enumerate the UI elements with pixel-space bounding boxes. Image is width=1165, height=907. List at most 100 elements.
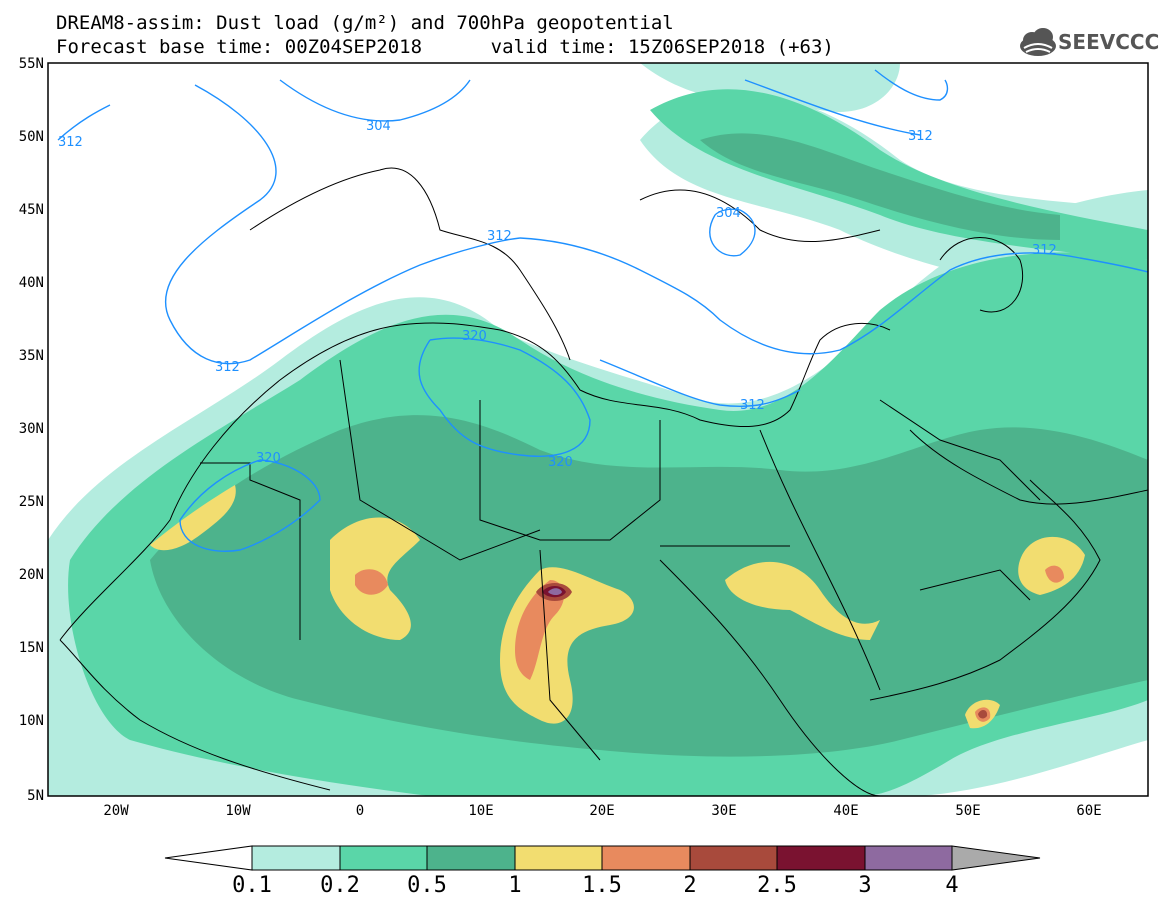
dust-level-1 (725, 561, 880, 640)
seevccc-logo (1020, 28, 1056, 56)
contour-312 (164, 84, 521, 365)
border-path (879, 399, 1041, 501)
lat-label: 15N (19, 640, 44, 656)
lon-label: 50E (955, 803, 980, 819)
contour-312 (599, 359, 801, 408)
lat-label: 55N (19, 56, 44, 72)
dust-level-1.5 (355, 569, 388, 595)
colorbar-right-arrow (951, 845, 1041, 871)
border-path (919, 569, 1031, 601)
lon-label: 60E (1076, 803, 1101, 819)
lat-label: 35N (19, 348, 44, 364)
geopotential-contours (57, 69, 1148, 552)
coastline-path (759, 429, 881, 691)
coastline-path (659, 559, 881, 796)
dust-level-1.5 (1045, 565, 1064, 583)
contour-label: 312 (58, 135, 83, 150)
dust-load-fields (48, 63, 1148, 796)
contour-304 (279, 79, 471, 122)
lon-label: 0 (356, 803, 364, 819)
contour-label: 320 (548, 455, 573, 470)
contour-label: 320 (462, 329, 487, 344)
colorbar-label: 3 (858, 873, 871, 898)
colorbar-segment (864, 845, 953, 871)
colorbar-labels: 0.1 0.2 0.5 1 1.5 2 2.5 3 4 (232, 873, 959, 898)
colorbar-segment (601, 845, 691, 871)
colorbar-segment (339, 845, 428, 871)
lat-label: 10N (19, 713, 44, 729)
cloud-icon (1020, 28, 1056, 56)
colorbar-label: 1 (508, 873, 521, 898)
colorbar-segment (251, 845, 341, 871)
colorbar-left-arrow (164, 845, 253, 871)
logo-text: SEEVCCC (1058, 30, 1160, 54)
lat-label: 5N (27, 788, 44, 804)
page-title-line-1: DREAM8-assim: Dust load (g/m²) and 700hP… (56, 12, 674, 34)
colorbar-segment (426, 845, 516, 871)
page-title-line-2: Forecast base time: 00Z04SEP2018 valid t… (56, 36, 834, 58)
colorbar (164, 845, 1041, 871)
colorbar-label: 2.5 (757, 873, 797, 898)
contour-312 (874, 69, 949, 101)
contour-312 (744, 79, 921, 136)
colorbar-label: 4 (945, 873, 958, 898)
coastline-path (249, 167, 571, 361)
contour-label: 304 (366, 119, 391, 134)
border-path (539, 549, 601, 761)
dust-level-1.5 (515, 580, 565, 680)
lat-label: 50N (19, 129, 44, 145)
contour-label: 312 (487, 229, 512, 244)
lat-label: 25N (19, 494, 44, 510)
dust-level-1 (150, 485, 236, 551)
coastline-path (59, 322, 891, 641)
contour-label: 320 (256, 451, 281, 466)
lat-label: 40N (19, 275, 44, 291)
map-frame (47, 62, 1149, 797)
country-borders (59, 167, 1148, 796)
dust-level-0.5 (700, 133, 1060, 240)
coastline-path (909, 429, 1148, 505)
lon-axis-labels: 20W 10W 0 10E 20E 30E 40E 50E 60E (103, 803, 1101, 819)
colorbar-label: 2 (683, 873, 696, 898)
colorbar-label: 1.5 (582, 873, 622, 898)
contour-label: 312 (908, 129, 933, 144)
lat-label: 20N (19, 567, 44, 583)
coastline-path (939, 237, 1024, 313)
contour-312 (57, 104, 111, 141)
border-path (339, 359, 541, 561)
lon-label: 20W (103, 803, 129, 819)
contour-304 (709, 208, 756, 257)
lon-label: 20E (589, 803, 614, 819)
dust-level-0.1 (640, 63, 900, 112)
contour-label: 304 (716, 206, 741, 221)
colorbar-segment (514, 845, 603, 871)
contour-312 (519, 237, 1148, 355)
dust-level-2 (978, 710, 988, 719)
colorbar-label: 0.2 (320, 873, 360, 898)
dust-level-3 (548, 588, 562, 595)
contour-320 (418, 337, 591, 457)
border-path (200, 462, 301, 640)
coastline-path (869, 479, 1101, 701)
lon-label: 40E (833, 803, 858, 819)
colorbar-segment (689, 845, 778, 871)
contour-label: 312 (215, 360, 240, 375)
contour-label: 312 (740, 398, 765, 413)
coastline-path (59, 639, 331, 791)
lat-label: 30N (19, 421, 44, 437)
dust-level-0.5 (150, 415, 1148, 757)
contour-labels: 312 304 312 304 312 312 320 312 320 312 … (58, 119, 1057, 470)
lat-axis-labels: 55N 50N 45N 40N 35N 30N 25N 20N 15N 10N … (19, 56, 44, 804)
lon-label: 10E (468, 803, 493, 819)
border-path (479, 400, 661, 541)
lat-label: 45N (19, 202, 44, 218)
lon-label: 10W (225, 803, 251, 819)
lon-label: 30E (711, 803, 736, 819)
colorbar-label: 0.1 (232, 873, 272, 898)
contour-label: 312 (1032, 243, 1057, 258)
contour-320 (179, 459, 321, 552)
coastline-path (639, 189, 881, 243)
colorbar-label: 0.5 (407, 873, 447, 898)
colorbar-segment (776, 845, 866, 871)
